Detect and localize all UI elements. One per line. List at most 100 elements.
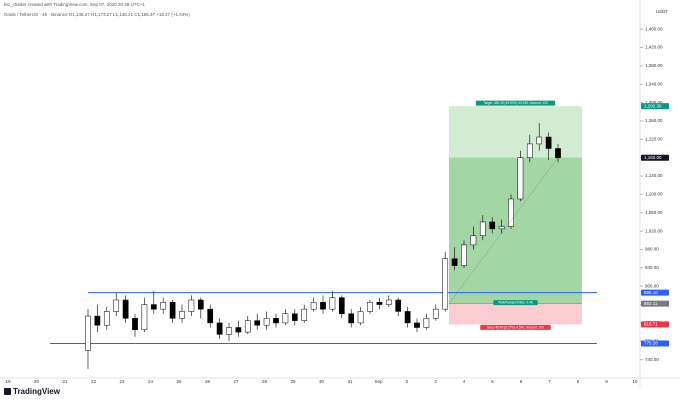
candle-body [310, 302, 317, 310]
entry-price-label: 862.11 [644, 301, 658, 306]
axis-unit: USDT [656, 9, 669, 14]
x-tick-label: 5 [491, 379, 494, 384]
stop-zone [449, 303, 582, 325]
x-tick-label: 19 [5, 379, 11, 384]
candle-body [169, 302, 176, 319]
candle-body [385, 299, 392, 305]
y-tick-label: 980.00 [645, 247, 659, 252]
level-price-label: 775.28 [644, 341, 658, 346]
candle-body [489, 221, 496, 230]
x-tick-label: 29 [290, 379, 296, 384]
x-tick-label: 8 [577, 379, 580, 384]
x-tick-label: 6 [520, 379, 523, 384]
candle-body [263, 318, 270, 326]
x-tick-label: 20 [34, 379, 40, 384]
candle-body [122, 299, 129, 319]
target-zone [449, 106, 582, 304]
y-tick-label: 1,260.00 [645, 118, 663, 123]
x-tick-label: 9 [605, 379, 608, 384]
x-tick-label: 28 [262, 379, 268, 384]
x-tick-label: 31 [347, 379, 353, 384]
candle-body [423, 318, 430, 328]
candle-body [188, 299, 195, 312]
symbol-line: Grails / TetherUS · 4h · Binance O1,146.… [4, 12, 190, 17]
y-tick-label: 1,220.00 [645, 137, 663, 142]
y-tick-label: 1,460.00 [645, 26, 663, 31]
stop-price-label-bg [641, 321, 669, 328]
candle-body [432, 308, 439, 319]
candle-body [160, 302, 167, 310]
candle-body [498, 226, 505, 230]
candle-body [273, 318, 279, 324]
stop-label-text: Stop: 45.40 (5.27%) 4,540, Amount: 100 [487, 325, 544, 329]
entry-label-text: Risk/Reward Ratio: 9.48 [498, 300, 533, 304]
candle-body [461, 244, 467, 266]
x-tick-label: 21 [62, 379, 68, 384]
candle-body [367, 302, 373, 312]
candle-body [197, 299, 204, 310]
candle-body [141, 304, 148, 331]
y-tick-label: 1,340.00 [645, 81, 663, 86]
candle-body [451, 258, 458, 266]
candle-body [301, 308, 308, 321]
candle-body [103, 311, 110, 326]
trade-path [448, 157, 559, 304]
candle-body [470, 235, 477, 246]
candle-body [545, 136, 552, 149]
candle-body [357, 311, 364, 324]
target-price-label: 1,292.30 [644, 103, 662, 108]
brand: TradingView [4, 387, 61, 396]
brand-logo [4, 388, 11, 395]
target-label-bg [475, 100, 556, 106]
y-tick-label: 1,060.00 [645, 210, 663, 215]
candle-body [244, 320, 251, 333]
target-label: Target: 430.19 (49.90%) 43,019, Amount: … [475, 100, 556, 106]
candle-body [508, 198, 514, 227]
candle-body [348, 313, 355, 324]
last-price-label: 1,180.00 [644, 155, 662, 160]
candle-body [479, 221, 486, 236]
x-tick-label: 23 [119, 379, 125, 384]
candle-body [179, 311, 185, 319]
x-tick-label: 22 [91, 379, 97, 384]
author-line: bio_charter created with TradingView.com… [4, 2, 145, 7]
entry-price-label-bg [641, 300, 669, 307]
candle-body [207, 308, 214, 324]
candle-body [526, 143, 533, 158]
candle-body [254, 320, 261, 326]
candle-body [320, 302, 326, 310]
target-price-label-bg [641, 103, 669, 110]
target-label-text: Target: 430.19 (49.90%) 43,019, Amount: … [483, 101, 548, 105]
candle-body [226, 327, 232, 335]
y-tick-label: 1,380.00 [645, 63, 663, 68]
x-tick-label: 2 [406, 379, 409, 384]
x-tick-label: Sep [374, 379, 383, 384]
level-price-label: 886.10 [644, 290, 658, 295]
candle-body [235, 327, 242, 333]
x-tick-label: 4 [463, 379, 466, 384]
candle-body [442, 258, 449, 310]
level-price-label-bg [641, 340, 669, 347]
y-tick-label: 1,140.00 [645, 173, 663, 178]
last-price-label-bg [641, 154, 669, 161]
stop-label: Stop: 45.40 (5.27%) 4,540, Amount: 100 [480, 324, 551, 330]
candle-body [555, 148, 561, 158]
y-tick-label: 940.00 [645, 265, 659, 270]
candle-body [338, 297, 345, 314]
y-tick-label: 740.00 [645, 357, 659, 362]
x-tick-label: 3 [434, 379, 437, 384]
candle-body [329, 297, 336, 310]
brand-name: TradingView [13, 387, 61, 396]
candle-body [376, 302, 383, 305]
y-tick-label: 900.00 [645, 283, 659, 288]
candle-body [517, 157, 524, 200]
candle-body [282, 313, 289, 324]
x-tick-label: 24 [148, 379, 154, 384]
candle-body [132, 318, 138, 331]
stop-label-bg [480, 324, 551, 330]
y-tick-label: 1,420.00 [645, 45, 663, 50]
entry-label-bg [493, 300, 538, 306]
candle-body [85, 315, 91, 351]
